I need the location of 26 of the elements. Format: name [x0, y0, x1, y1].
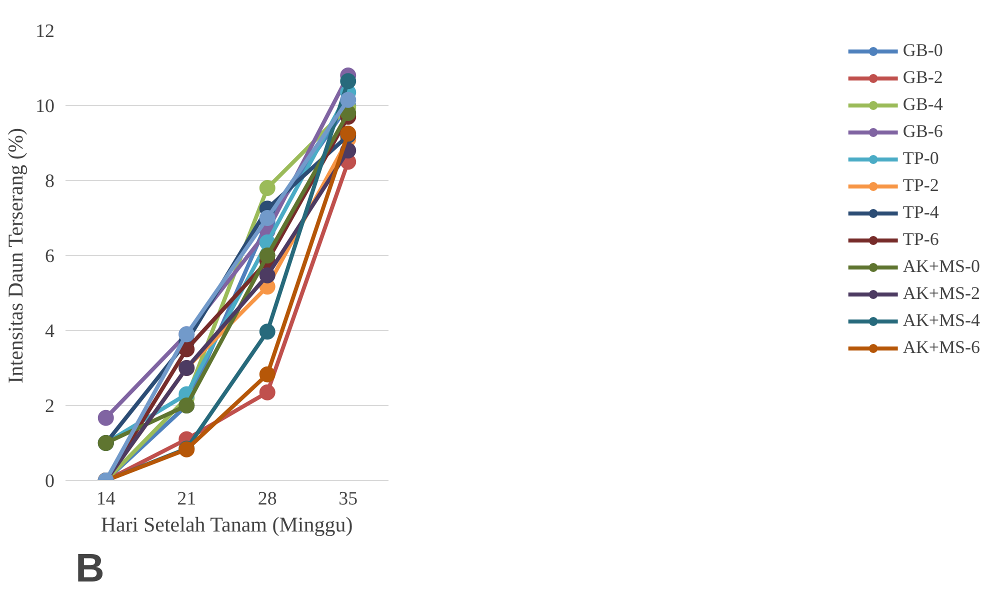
y-tick-label: 0	[45, 471, 54, 492]
legend-label: GB-4	[902, 94, 943, 115]
legend-label: AK+MS-0	[902, 256, 980, 277]
y-tick-label: 4	[45, 321, 55, 342]
x-axis-title: Hari Setelah Tanam (Minggu)	[100, 512, 353, 536]
legend-label: AK+MS-2	[902, 283, 980, 304]
x-tick-label: 28	[258, 488, 277, 510]
y-axis-title: Intensitas Daun Terserang (%)	[4, 128, 28, 384]
x-tick-label: 14	[96, 488, 116, 510]
legend-label: GB-2	[902, 67, 943, 88]
legend-label: TP-2	[902, 175, 939, 196]
text: B	[76, 546, 104, 590]
x-tick-label: 21	[177, 488, 196, 510]
x-tick-label: 35	[338, 488, 358, 510]
legend-label: GB-0	[902, 40, 943, 61]
legend-label: TP-6	[902, 229, 939, 250]
legend-label: GB-6	[902, 121, 943, 142]
y-tick-label: 12	[36, 21, 54, 42]
legend-label: TP-0	[902, 148, 939, 169]
y-tick-label: 8	[45, 171, 54, 192]
legend-label: AK+MS-6	[902, 337, 980, 358]
y-tick-label: 2	[45, 396, 54, 417]
y-tick-label: 6	[45, 246, 54, 267]
legend-label: TP-4	[902, 202, 939, 223]
y-tick-label: 10	[36, 96, 54, 117]
legend-label: AK+MS-4	[902, 310, 980, 331]
